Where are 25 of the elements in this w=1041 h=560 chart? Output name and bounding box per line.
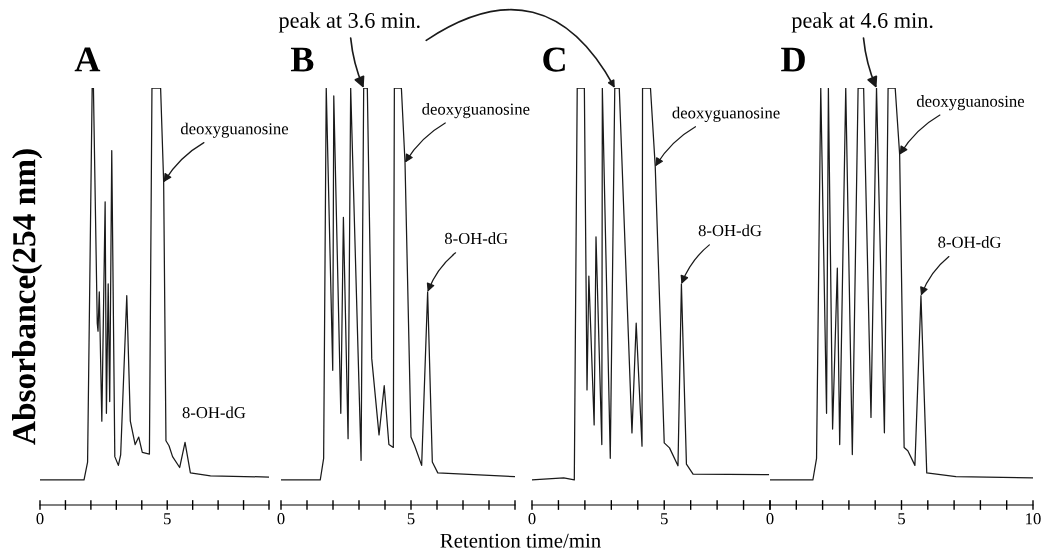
x-tick-label: 10 (1026, 513, 1041, 525)
annotation: 8-OH-dG (698, 224, 762, 237)
annotation: deoxyguanosine (916, 95, 1025, 111)
chart-title: A (74, 47, 101, 72)
annotation: peak at 4.6 min. (791, 12, 933, 33)
y-axis-title: Absorbance(254 nm) (12, 149, 43, 445)
annotation: 8-OH-dG (938, 236, 1001, 248)
x-tick-label: 5 (661, 513, 668, 525)
annotation: deoxyguanosine (180, 122, 289, 138)
annotation: deoxyguanosine (422, 103, 530, 119)
x-axis-title: Retention time/min (440, 533, 601, 548)
annotation: deoxyguanosine (672, 106, 780, 122)
annotation: peak at 3.6 min. (278, 12, 420, 33)
x-tick-label: 0 (36, 513, 44, 525)
chart-title: D (781, 47, 805, 72)
x-tick-label: 5 (407, 513, 415, 525)
annotation: 8-OH-dG (182, 406, 246, 419)
x-tick-label: 5 (898, 513, 906, 525)
x-tick-label: 0 (277, 513, 285, 525)
x-tick-label: 5 (164, 513, 171, 525)
chart-title: C (543, 47, 565, 72)
x-tick-label: 0 (528, 513, 536, 525)
annotation: 8-OH-dG (444, 232, 508, 245)
x-tick-label: 0 (766, 513, 774, 525)
chart-title: B (290, 47, 314, 72)
